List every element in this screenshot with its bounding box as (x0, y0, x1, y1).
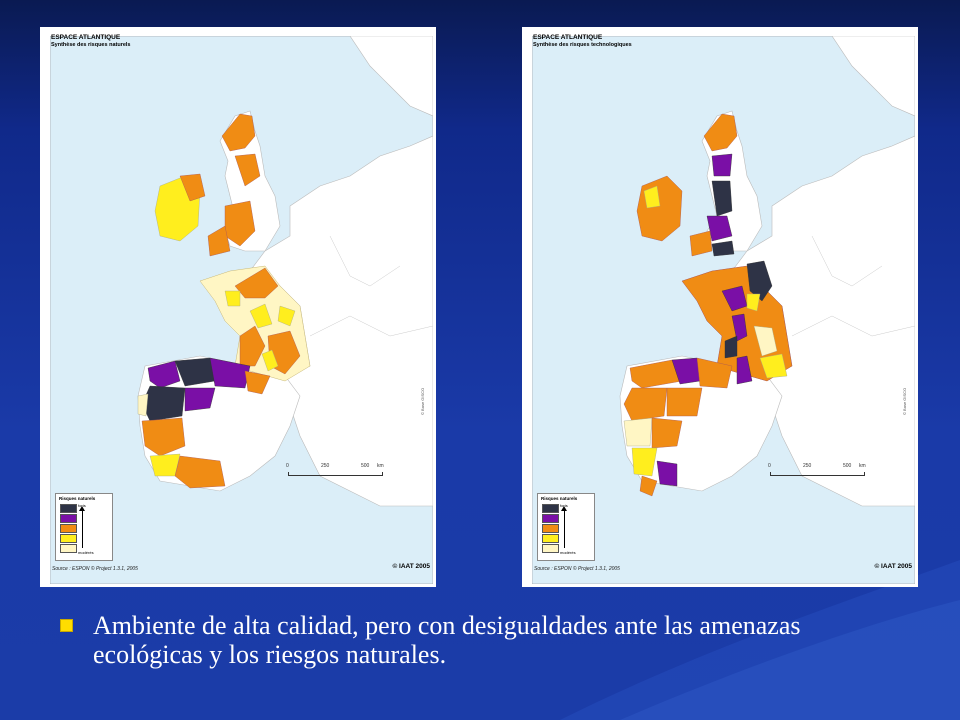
scale-label: km (377, 463, 384, 469)
legend-swatch-orange (60, 524, 77, 533)
legend-low-label: modérés (78, 550, 94, 555)
legend-swatch-purple (60, 514, 77, 523)
legend-arrow-icon (561, 506, 567, 511)
square-bullet-icon (60, 619, 73, 632)
legend-swatch-yellow (60, 534, 77, 543)
legend-title: Risques naturels (59, 496, 96, 501)
scale-label: 250 (321, 463, 330, 469)
legend-swatch-strong (60, 504, 77, 513)
legend-swatch-pale (60, 544, 77, 553)
legend-arrow-line (82, 510, 83, 548)
legend-arrow-icon (79, 506, 85, 511)
scale-label: 500 (361, 463, 370, 469)
scale-label: 250 (803, 463, 812, 469)
legend-high-label: forts (78, 503, 86, 508)
map-source: Source : ESPON © Project 1.3.1, 2005 (52, 566, 138, 572)
scale-label: km (859, 463, 866, 469)
scale-label: 500 (843, 463, 852, 469)
legend-low-label: modérés (560, 550, 576, 555)
legend-arrow-line (564, 510, 565, 548)
technological-risks-map: ESPACE ATLANTIQUE Synthèse des risques t… (522, 27, 918, 587)
map-credit: © Base GISCO (420, 387, 425, 415)
map-canvas (50, 36, 433, 584)
scale-bar (770, 472, 865, 476)
map-legend: Risques naturels forts modérés (537, 493, 595, 561)
scale-label: 0 (768, 463, 771, 469)
legend-title: Risques naturels (541, 496, 578, 501)
map-copyright: © IAAT 2005 (392, 563, 430, 570)
map-legend: Risques naturels forts modérés (55, 493, 113, 561)
map-title: ESPACE ATLANTIQUE (533, 34, 603, 41)
caption-text: Ambiente de alta calidad, pero con desig… (93, 611, 801, 669)
map-subtitle: Synthèse des risques naturels (51, 42, 131, 48)
map-subtitle: Synthèse des risques technologiques (533, 42, 632, 48)
legend-high-label: forts (560, 503, 568, 508)
legend-swatch-strong (542, 504, 559, 513)
map-source: Source : ESPON © Project 1.3.1, 2005 (534, 566, 620, 572)
legend-swatch-pale (542, 544, 559, 553)
map-title: ESPACE ATLANTIQUE (51, 34, 121, 41)
map-canvas (532, 36, 915, 584)
legend-swatch-yellow (542, 534, 559, 543)
legend-swatch-orange (542, 524, 559, 533)
natural-risks-map: ESPACE ATLANTIQUE Synthèse des risques n… (40, 27, 436, 587)
scale-label: 0 (286, 463, 289, 469)
scale-bar (288, 472, 383, 476)
map-credit: © Base GISCO (902, 387, 907, 415)
legend-swatch-purple (542, 514, 559, 523)
map-copyright: © IAAT 2005 (874, 563, 912, 570)
